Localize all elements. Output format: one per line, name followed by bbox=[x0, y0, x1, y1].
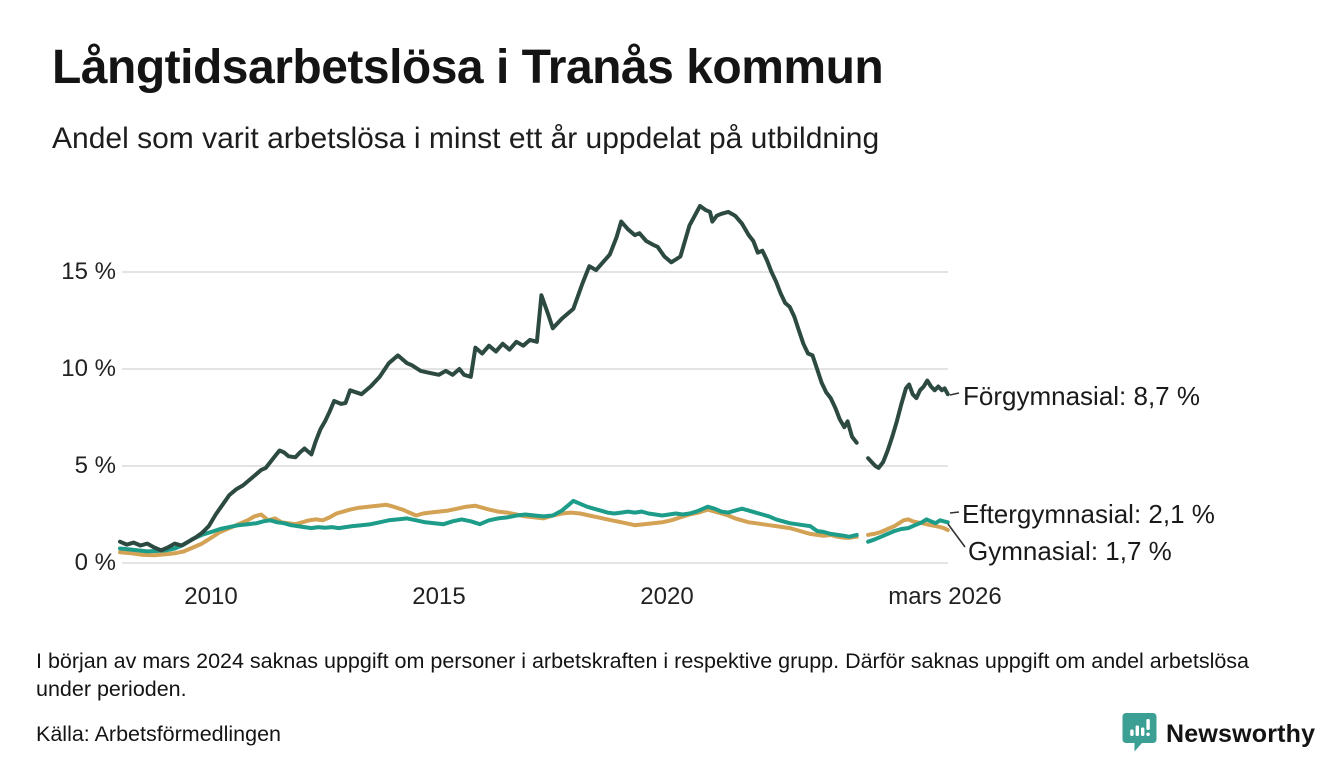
y-tick-15: 15 % bbox=[61, 258, 116, 285]
newsworthy-wordmark: Newsworthy bbox=[1166, 720, 1316, 748]
line-eftergymnasial bbox=[866, 517, 950, 544]
y-tick-0: 0 % bbox=[74, 549, 116, 576]
line-eftergymnasial bbox=[118, 498, 859, 554]
x-tick-2010: 2010 bbox=[184, 583, 238, 610]
x-tick-2015: 2015 bbox=[412, 583, 466, 610]
newsworthy-brand: Newsworthy bbox=[1122, 712, 1315, 757]
x-tick-mars-2026: mars 2026 bbox=[888, 583, 1002, 610]
line-gymnasial bbox=[118, 502, 859, 558]
series-label-eftergymnasial: Eftergymnasial: 2,1 % bbox=[962, 499, 1215, 529]
label-connector-0 bbox=[949, 392, 960, 396]
label-connector-1 bbox=[949, 511, 960, 514]
newsworthy-logo-icon bbox=[1122, 712, 1157, 757]
line-gymnasial bbox=[866, 517, 950, 537]
source-label: Källa: Arbetsförmedlingen bbox=[36, 722, 282, 746]
line-förgymnasial bbox=[866, 378, 950, 470]
y-tick-10: 10 % bbox=[61, 355, 116, 382]
series-label-gymnasial: Gymnasial: 1,7 % bbox=[968, 536, 1172, 566]
page-title: Långtidsarbetslösa i Tranås kommun bbox=[52, 41, 884, 94]
page-subtitle: Andel som varit arbetslösa i minst ett å… bbox=[52, 122, 880, 155]
series-label-forgymnasial: Förgymnasial: 8,7 % bbox=[963, 381, 1200, 411]
x-tick-2020: 2020 bbox=[640, 583, 694, 610]
line-förgymnasial bbox=[118, 204, 859, 553]
label-connector-2 bbox=[947, 523, 966, 548]
y-tick-5: 5 % bbox=[74, 452, 116, 479]
footnote: I början av mars 2024 saknas uppgift om … bbox=[36, 649, 1250, 701]
